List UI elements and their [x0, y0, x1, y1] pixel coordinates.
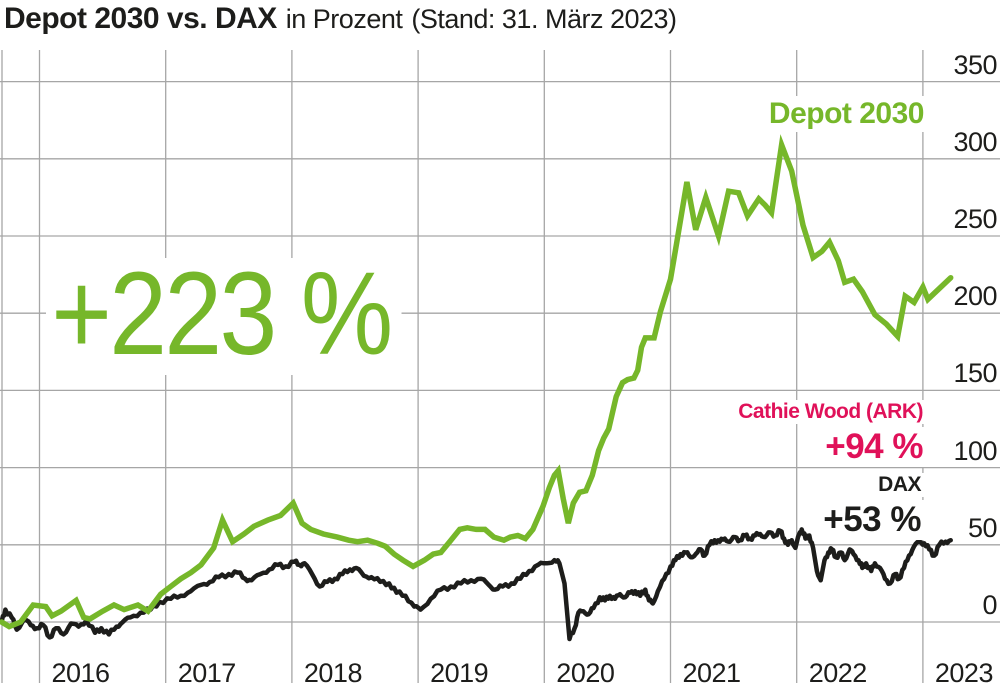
x-axis-label: 2017 — [177, 658, 237, 683]
y-axis-label: 300 — [953, 126, 997, 157]
depot-series-label: Depot 2030 — [764, 96, 928, 132]
depot-line — [0, 134, 954, 630]
ark-return-value: +94 % — [822, 427, 926, 467]
x-axis-label: 2018 — [303, 658, 363, 683]
chart-subtitle: in Prozent — [285, 4, 403, 34]
dax-line — [0, 527, 953, 642]
y-axis-label: 100 — [953, 435, 997, 466]
x-axis-label: 2021 — [682, 658, 742, 683]
ark-annotation: Cathie Wood (ARK) +94 % — [735, 400, 926, 470]
depot-total-return-label: +223 % — [46, 255, 402, 375]
y-axis-label: 250 — [953, 204, 997, 234]
x-axis-label: 2022 — [808, 658, 868, 683]
y-axis-label: 50 — [967, 512, 998, 543]
y-axis-label: 150 — [953, 358, 997, 389]
chart-date-note: (Stand: 31. März 2023) — [411, 4, 677, 34]
y-axis-label: 350 — [953, 49, 997, 80]
x-axis-label: 2020 — [556, 658, 615, 683]
dax-return-value: +53 % — [820, 500, 924, 540]
chart-title: Depot 2030 vs. DAX — [4, 2, 277, 35]
chart-title-row: Depot 2030 vs. DAX in Prozent (Stand: 31… — [4, 2, 677, 36]
y-axis-label: 0 — [982, 590, 997, 620]
y-axis-label: 200 — [953, 281, 997, 312]
ark-label: Cathie Wood (ARK) — [735, 400, 926, 424]
dax-annotation: DAX +53 % — [820, 473, 924, 543]
x-axis-label: 2016 — [51, 658, 111, 683]
x-axis-label: 2019 — [430, 658, 489, 683]
x-axis-label: 2023 — [934, 658, 994, 683]
dax-label: DAX — [875, 473, 924, 497]
